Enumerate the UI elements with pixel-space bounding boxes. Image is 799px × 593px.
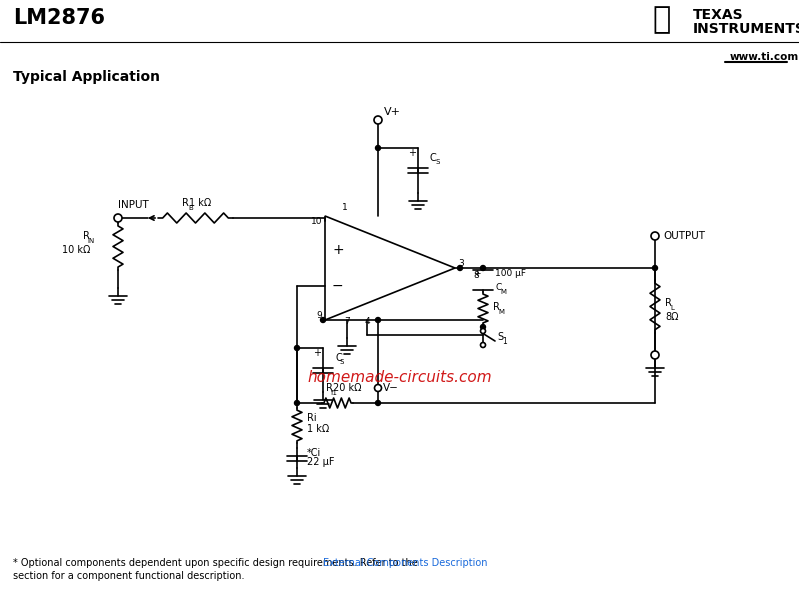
Text: V−: V− xyxy=(383,383,399,393)
Circle shape xyxy=(320,317,325,323)
Text: External Components Description: External Components Description xyxy=(324,558,488,568)
Circle shape xyxy=(480,343,486,347)
Circle shape xyxy=(376,145,380,151)
Text: 7: 7 xyxy=(344,317,350,326)
Text: 1 kΩ: 1 kΩ xyxy=(307,424,329,434)
Text: INPUT: INPUT xyxy=(118,200,149,210)
Text: 1: 1 xyxy=(502,336,507,346)
Text: R: R xyxy=(493,301,500,311)
Text: +: + xyxy=(332,243,344,257)
Circle shape xyxy=(376,317,380,323)
Circle shape xyxy=(376,400,380,406)
Circle shape xyxy=(295,346,300,350)
Text: R: R xyxy=(182,198,189,208)
Circle shape xyxy=(653,266,658,270)
Text: R: R xyxy=(83,231,90,241)
Text: R: R xyxy=(326,383,333,393)
Circle shape xyxy=(114,214,122,222)
Circle shape xyxy=(651,232,659,240)
Text: INSTRUMENTS: INSTRUMENTS xyxy=(693,22,799,36)
Text: S: S xyxy=(435,159,439,165)
Text: IN: IN xyxy=(88,238,95,244)
Text: −: − xyxy=(332,279,344,293)
Text: 10 kΩ: 10 kΩ xyxy=(62,245,90,255)
Text: B: B xyxy=(188,205,193,211)
Text: LM2876: LM2876 xyxy=(13,8,105,28)
Text: 20 kΩ: 20 kΩ xyxy=(333,383,362,393)
Text: 8: 8 xyxy=(473,272,479,280)
Text: 4: 4 xyxy=(364,317,370,326)
Text: R: R xyxy=(665,298,672,308)
Text: M: M xyxy=(498,308,504,314)
Text: 100 µF: 100 µF xyxy=(495,269,526,278)
Circle shape xyxy=(374,116,382,124)
Text: homemade-circuits.com: homemade-circuits.com xyxy=(308,371,492,385)
Text: +: + xyxy=(474,269,481,278)
Text: 10: 10 xyxy=(311,216,322,225)
Text: ⧗: ⧗ xyxy=(653,5,671,34)
Text: C: C xyxy=(495,282,501,292)
Circle shape xyxy=(480,324,486,330)
Circle shape xyxy=(375,384,381,391)
Text: 1 kΩ: 1 kΩ xyxy=(189,198,212,208)
Text: section for a component functional description.: section for a component functional descr… xyxy=(13,571,244,581)
Circle shape xyxy=(480,266,486,270)
Circle shape xyxy=(480,329,486,333)
Text: OUTPUT: OUTPUT xyxy=(663,231,705,241)
Text: +: + xyxy=(313,348,321,358)
Text: 9: 9 xyxy=(316,311,322,320)
Text: *Ci: *Ci xyxy=(307,448,321,458)
Text: TEXAS: TEXAS xyxy=(693,8,744,22)
Text: 1: 1 xyxy=(342,203,348,212)
Text: f1: f1 xyxy=(331,390,338,396)
Text: 3: 3 xyxy=(458,259,463,267)
Text: S: S xyxy=(340,359,344,365)
Text: +: + xyxy=(408,148,416,158)
Text: S: S xyxy=(497,332,503,342)
Text: M: M xyxy=(500,289,506,295)
Text: Typical Application: Typical Application xyxy=(13,70,160,84)
Text: * Optional components dependent upon specific design requirements. Refer to the: * Optional components dependent upon spe… xyxy=(13,558,421,568)
Text: C: C xyxy=(335,353,342,363)
Text: C: C xyxy=(430,153,437,163)
Circle shape xyxy=(651,351,659,359)
Text: 8Ω: 8Ω xyxy=(665,311,678,321)
Text: Ri: Ri xyxy=(307,413,316,423)
Text: V+: V+ xyxy=(384,107,401,117)
Text: 22 µF: 22 µF xyxy=(307,457,335,467)
Text: L: L xyxy=(670,305,674,311)
Circle shape xyxy=(295,400,300,406)
Text: www.ti.com: www.ti.com xyxy=(730,52,799,62)
Circle shape xyxy=(458,266,463,270)
